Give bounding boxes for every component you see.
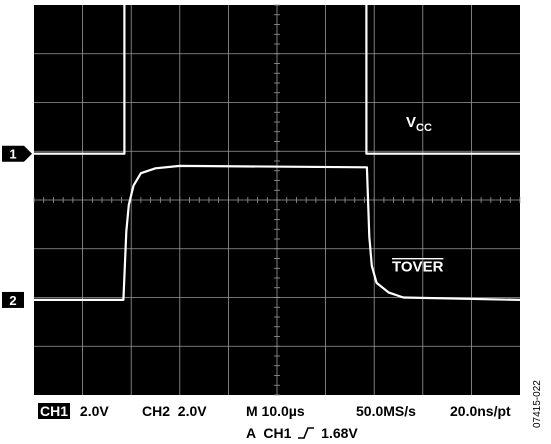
- label-vcc: VCC: [406, 114, 432, 134]
- traces: [34, 0, 521, 301]
- channel-1-marker: 1: [2, 145, 32, 162]
- ch1-badge: CH1: [38, 403, 71, 419]
- rising-edge-icon: [298, 427, 315, 439]
- channel-2-marker: 2: [2, 291, 24, 308]
- channel-marker-label: 2: [9, 293, 16, 308]
- footer-resolution: 20.0ns/pt: [450, 403, 511, 419]
- trace-tover: [34, 164, 521, 301]
- footer-trigger: A CH1 1.68V: [246, 425, 358, 441]
- footer-ch1: CH1 2.0V: [38, 403, 109, 419]
- footer-sample-rate: 50.0MS/s: [356, 403, 416, 419]
- graticule: [33, 4, 521, 396]
- footer-timebase: M 10.0µs: [246, 403, 305, 419]
- trace-labels: VCC TOVER: [392, 114, 444, 276]
- channel-markers: 12: [2, 145, 32, 308]
- footer-ch2: CH2 2.0V: [142, 403, 207, 419]
- trace-vcc: [34, 0, 520, 155]
- ch1-scale: 2.0V: [79, 403, 109, 419]
- label-tover: TOVER: [392, 259, 444, 276]
- figure-id: 07415-022: [532, 380, 543, 428]
- trigger-level: 1.68V: [321, 425, 358, 441]
- channel-marker-label: 1: [9, 147, 16, 162]
- trigger-prefix: A CH1: [246, 425, 292, 441]
